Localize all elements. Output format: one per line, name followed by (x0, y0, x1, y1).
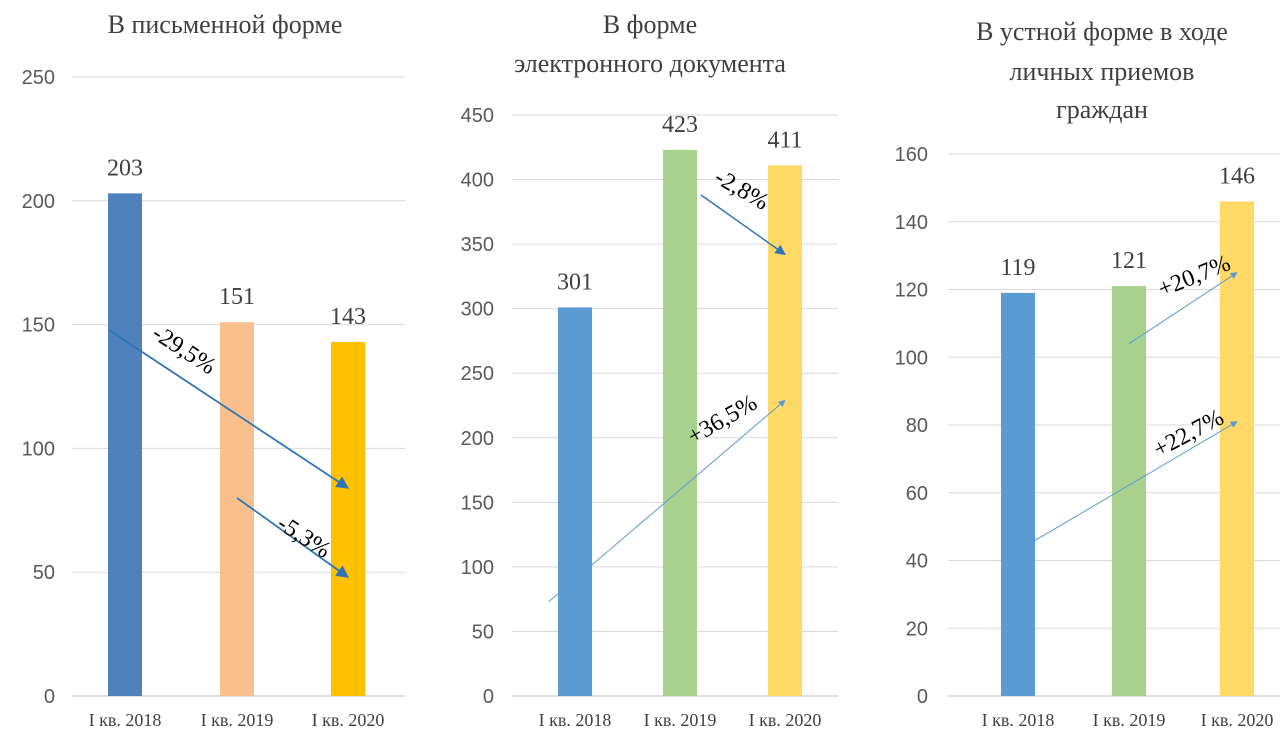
chart-3-y-tick-label: 100 (895, 347, 928, 369)
chart-3-x-tick-label: I кв. 2018 (982, 710, 1055, 730)
chart-3-x-tick-label: I кв. 2020 (1201, 710, 1274, 730)
chart-2-x-tick-label: I кв. 2018 (539, 710, 612, 730)
chart-1-change-label: -5,3% (272, 510, 335, 563)
chart-3-bar (1001, 292, 1035, 696)
chart-3-data-label: 119 (1000, 255, 1035, 281)
chart-2-y-tick-label: 0 (483, 686, 494, 708)
chart-1-trend-arrow (236, 497, 350, 578)
chart-3-trend-arrow (1128, 272, 1238, 345)
chart-2-data-label: 423 (662, 112, 698, 138)
chart-3-trend-arrow (1012, 421, 1238, 555)
chart-1-data-label: 203 (107, 155, 143, 181)
chart-1-bar (331, 341, 365, 696)
chart-3-x-tick-label: I кв. 2019 (1093, 710, 1166, 730)
chart-2-data-label: 411 (767, 127, 802, 153)
chart-2-x-tick-label: I кв. 2020 (749, 710, 822, 730)
chart-1-y-tick-label: 0 (44, 686, 55, 708)
chart-3-y-tick-label: 60 (906, 483, 928, 505)
chart-2-x-tick-label: I кв. 2019 (644, 710, 717, 730)
chart-2-bar (768, 165, 802, 696)
chart-1-change-label: -29,5% (147, 320, 220, 380)
chart-2-y-tick-label: 200 (461, 428, 494, 450)
chart-2-y-tick-label: 300 (461, 299, 494, 321)
chart-1-y-tick-label: 50 (33, 562, 55, 584)
chart-3-y-tick-label: 140 (895, 212, 928, 234)
chart-3-bar (1112, 286, 1146, 696)
chart-2-y-tick-label: 350 (461, 234, 494, 256)
chart-3-y-tick-label: 40 (906, 551, 928, 573)
chart-1-title-line-1: В письменной форме (108, 10, 343, 39)
chart-2-bar (558, 307, 592, 696)
chart-2-trend-arrow (548, 399, 786, 603)
chart-3-title-line-2: личных приемов (1010, 57, 1195, 86)
chart-2-bar (663, 149, 697, 697)
chart-2-trend-arrow (700, 194, 786, 256)
chart-2-y-tick-label: 400 (461, 170, 494, 192)
chart-1-y-tick-label: 100 (22, 438, 55, 460)
chart-2-y-tick-label: 100 (461, 557, 494, 579)
chart-2-title-line-1: В форме (603, 10, 697, 39)
chart-1-trend-arrow (107, 328, 350, 489)
chart-3-y-tick-label: 20 (906, 618, 928, 640)
chart-1-bar (108, 193, 142, 696)
chart-1-data-label: 143 (330, 304, 366, 330)
chart-3-title-line-1: В устной форме в ходе (976, 17, 1228, 46)
chart-3-bar (1220, 201, 1254, 697)
chart-1-x-tick-label: I кв. 2018 (89, 710, 162, 730)
chart-3-change-label: +22,7% (1149, 405, 1228, 463)
chart-3-data-label: 121 (1111, 248, 1147, 274)
chart-1-y-tick-label: 150 (22, 315, 55, 337)
chart-1-y-tick-label: 250 (22, 67, 55, 89)
chart-3-y-tick-label: 160 (895, 144, 928, 166)
chart-3-y-tick-label: 120 (895, 280, 928, 302)
chart-2-y-tick-label: 50 (472, 621, 494, 643)
chart-2-y-tick-label: 250 (461, 363, 494, 385)
chart-2-data-label: 301 (557, 269, 593, 295)
chart-3-data-label: 146 (1219, 163, 1255, 189)
chart-3-y-tick-label: 80 (906, 415, 928, 437)
chart-1-data-label: 151 (219, 284, 255, 310)
chart-3-y-tick-label: 0 (917, 686, 928, 708)
chart-1-bar (220, 322, 254, 696)
chart-2-y-tick-label: 150 (461, 492, 494, 514)
chart-1-x-tick-label: I кв. 2019 (201, 710, 274, 730)
chart-1-y-tick-label: 200 (22, 191, 55, 213)
chart-1-x-tick-label: I кв. 2020 (312, 710, 385, 730)
chart-3-title-line-3: граждан (1056, 95, 1148, 124)
chart-2-y-tick-label: 450 (461, 105, 494, 127)
chart-2-title-line-2: электронного документа (514, 49, 786, 78)
